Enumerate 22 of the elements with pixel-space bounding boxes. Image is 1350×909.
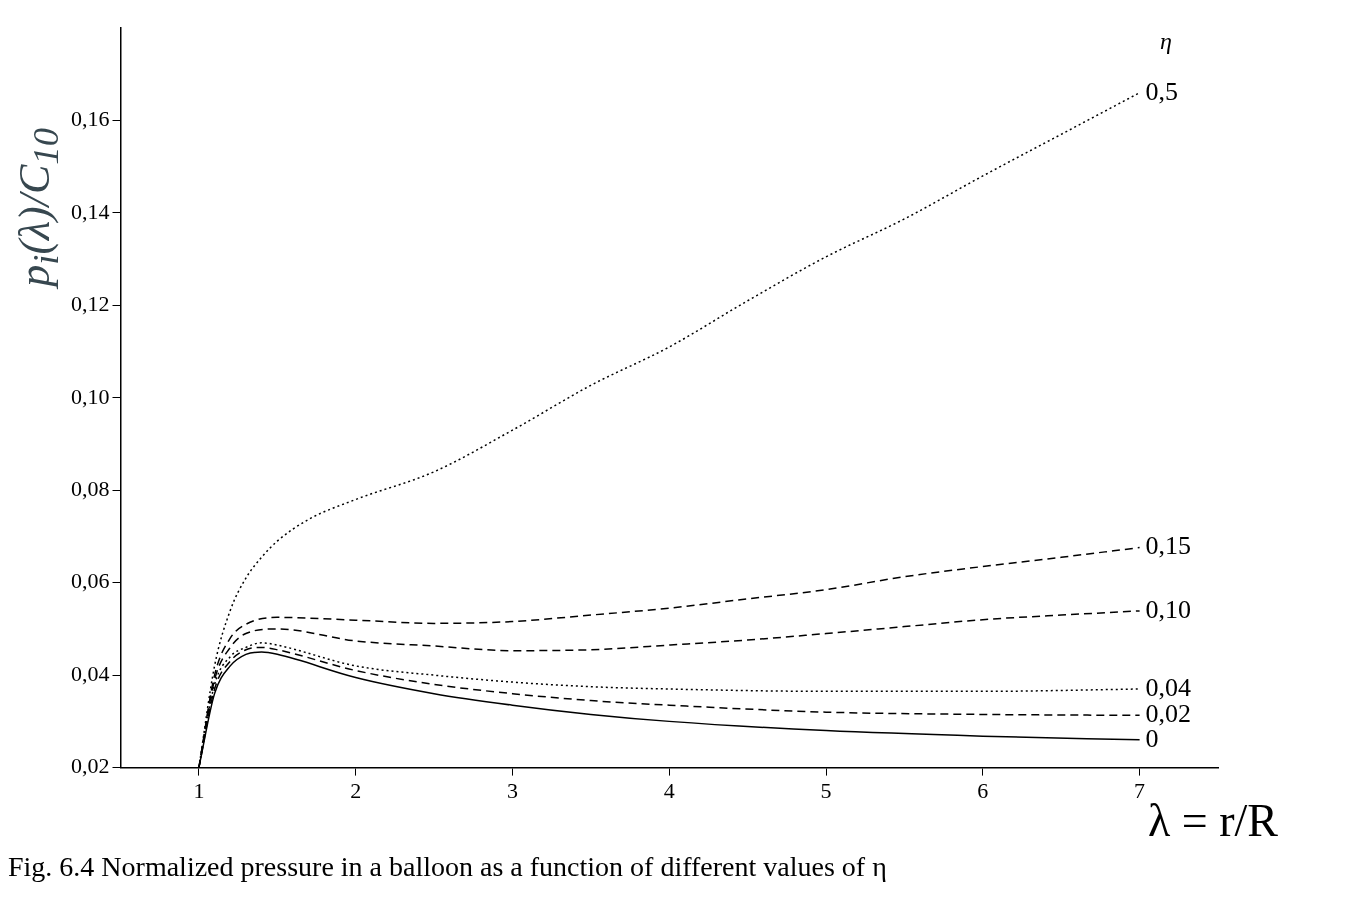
caption: Fig. 6.4 Normalized pressure in a balloon as a function of different values of η xyxy=(8,851,888,883)
x-tick-label: 3 xyxy=(506,777,518,803)
x-tick-label: 6 xyxy=(977,777,989,803)
x-tick-label: 5 xyxy=(820,777,832,803)
y-tick-label: 0,08 xyxy=(71,476,110,502)
y-tick-label: 0,02 xyxy=(71,753,110,779)
y-tick-label: 0,12 xyxy=(71,291,110,317)
y-tick-label: 0,06 xyxy=(71,568,110,594)
series-label: 0,15 xyxy=(1145,531,1192,561)
x-axis-title: λ = r/R xyxy=(1147,795,1278,846)
y-tick-label: 0,04 xyxy=(71,660,110,686)
series-label: 0,04 xyxy=(1145,672,1192,702)
y-tick-label: 0,10 xyxy=(71,383,110,409)
x-tick-label: 7 xyxy=(1134,777,1146,803)
legend-title: η xyxy=(1160,28,1172,55)
x-tick-label: 1 xyxy=(193,777,205,803)
y-tick-label: 0,14 xyxy=(71,198,110,224)
x-tick-label: 2 xyxy=(350,777,362,803)
series-label: 0,10 xyxy=(1145,594,1192,624)
series-label: 0,5 xyxy=(1145,76,1179,106)
y-tick-label: 0,16 xyxy=(71,106,110,132)
x-tick-label: 4 xyxy=(663,777,675,803)
